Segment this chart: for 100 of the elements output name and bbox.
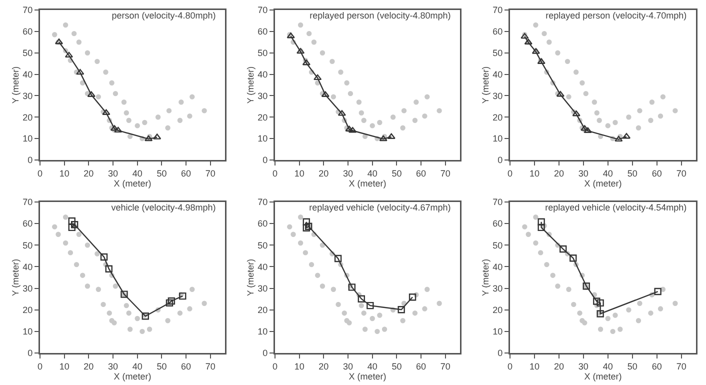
x-tick-label: 60 [181, 361, 192, 372]
y-tick-label: 60 [258, 218, 268, 229]
y-tick-label: 40 [258, 69, 268, 80]
x-tick-label: 10 [529, 168, 540, 178]
y-tick-label: 20 [258, 305, 268, 316]
x-axis-title: X (meter) [584, 178, 622, 188]
y-tick-label: 10 [22, 326, 33, 337]
x-tick-label: 50 [392, 361, 402, 372]
y-tick-label: 40 [258, 262, 268, 272]
x-tick-label: 20 [84, 168, 94, 178]
y-tick-label: 20 [258, 112, 268, 122]
x-tick-label: 40 [367, 361, 378, 372]
y-tick-label: 60 [492, 218, 503, 229]
x-tick-label: 0 [272, 361, 278, 372]
y-tick-label: 30 [258, 283, 268, 294]
chart-title: replayed person (velocity-4.70mph) [546, 10, 687, 21]
x-axis-title: X (meter) [348, 178, 386, 188]
y-tick-label: 70 [22, 197, 33, 208]
y-tick-label: 30 [492, 90, 503, 101]
x-tick-label: 70 [205, 168, 216, 178]
x-axis-title: X (meter) [114, 371, 152, 382]
x-tick-label: 40 [367, 168, 378, 178]
x-tick-label: 50 [392, 168, 402, 178]
x-tick-label: 30 [578, 168, 588, 178]
x-tick-label: 60 [652, 361, 662, 372]
y-axis-title: Y (meter) [10, 258, 20, 296]
y-axis-title: Y (meter) [245, 66, 256, 104]
x-tick-label: 50 [156, 168, 167, 178]
y-tick-label: 40 [22, 262, 33, 272]
y-tick-label: 0 [28, 155, 33, 166]
x-tick-label: 20 [554, 361, 564, 372]
y-tick-label: 20 [492, 305, 503, 316]
x-tick-label: 40 [602, 361, 613, 372]
x-tick-label: 60 [652, 168, 662, 178]
chart-title: vehicle (velocity-4.98mph) [111, 202, 216, 213]
x-tick-label: 10 [529, 361, 540, 372]
x-tick-label: 20 [554, 168, 564, 178]
x-axis-title: X (meter) [584, 371, 622, 382]
y-tick-label: 20 [492, 112, 503, 122]
x-tick-label: 60 [416, 361, 426, 372]
y-tick-label: 60 [492, 26, 503, 37]
y-tick-label: 10 [492, 326, 503, 337]
y-tick-label: 50 [492, 48, 503, 58]
y-tick-label: 40 [22, 69, 33, 80]
y-tick-label: 50 [22, 240, 33, 250]
x-tick-label: 20 [84, 361, 94, 372]
x-tick-label: 0 [507, 168, 513, 178]
y-tick-label: 0 [498, 155, 503, 166]
x-tick-label: 10 [294, 361, 304, 372]
x-tick-label: 70 [676, 168, 686, 178]
x-tick-label: 50 [627, 168, 638, 178]
chart-title: replayed person (velocity-4.80mph) [310, 10, 451, 21]
x-tick-label: 30 [343, 168, 354, 178]
x-axis-title: X (meter) [348, 371, 386, 382]
y-tick-label: 10 [492, 134, 503, 144]
x-tick-label: 20 [318, 168, 329, 178]
y-tick-label: 40 [492, 262, 503, 272]
y-tick-label: 10 [258, 326, 268, 337]
x-axis-title: X (meter) [114, 178, 152, 188]
x-tick-label: 70 [440, 361, 450, 372]
x-tick-label: 30 [578, 361, 588, 372]
x-tick-label: 10 [59, 168, 70, 178]
y-axis-title: Y (meter) [245, 258, 256, 296]
x-tick-label: 70 [676, 361, 686, 372]
y-tick-label: 50 [258, 48, 268, 58]
y-tick-label: 10 [258, 134, 268, 144]
chart-title: replayed vehicle (velocity-4.67mph) [309, 202, 451, 213]
chart-title: person (velocity-4.80mph) [112, 10, 216, 21]
x-tick-label: 70 [205, 361, 216, 372]
x-tick-label: 60 [181, 168, 192, 178]
x-tick-label: 0 [272, 168, 278, 178]
x-tick-label: 60 [416, 168, 426, 178]
x-tick-label: 50 [156, 361, 167, 372]
x-tick-label: 40 [132, 361, 142, 372]
y-tick-label: 30 [258, 90, 268, 101]
y-tick-label: 0 [262, 348, 268, 358]
x-tick-label: 30 [108, 168, 118, 178]
y-tick-label: 0 [498, 348, 503, 358]
y-tick-label: 50 [22, 48, 33, 58]
y-tick-label: 70 [492, 197, 503, 208]
y-axis-title: Y (meter) [480, 66, 490, 104]
y-axis-title: Y (meter) [10, 66, 20, 104]
y-tick-label: 0 [28, 348, 33, 358]
y-tick-label: 70 [22, 5, 33, 16]
x-tick-label: 10 [59, 361, 70, 372]
y-axis-title: Y (meter) [480, 258, 490, 296]
x-tick-label: 0 [37, 361, 43, 372]
y-tick-label: 0 [262, 155, 268, 166]
x-tick-label: 10 [294, 168, 304, 178]
y-tick-label: 30 [22, 283, 33, 294]
x-tick-label: 0 [37, 168, 43, 178]
x-tick-label: 30 [108, 361, 118, 372]
x-tick-label: 40 [602, 168, 613, 178]
x-tick-label: 40 [132, 168, 142, 178]
y-tick-label: 70 [258, 197, 268, 208]
x-tick-label: 0 [507, 361, 513, 372]
y-tick-label: 50 [492, 240, 503, 250]
y-tick-label: 60 [258, 26, 268, 37]
x-tick-label: 30 [343, 361, 354, 372]
x-tick-label: 70 [440, 168, 450, 178]
